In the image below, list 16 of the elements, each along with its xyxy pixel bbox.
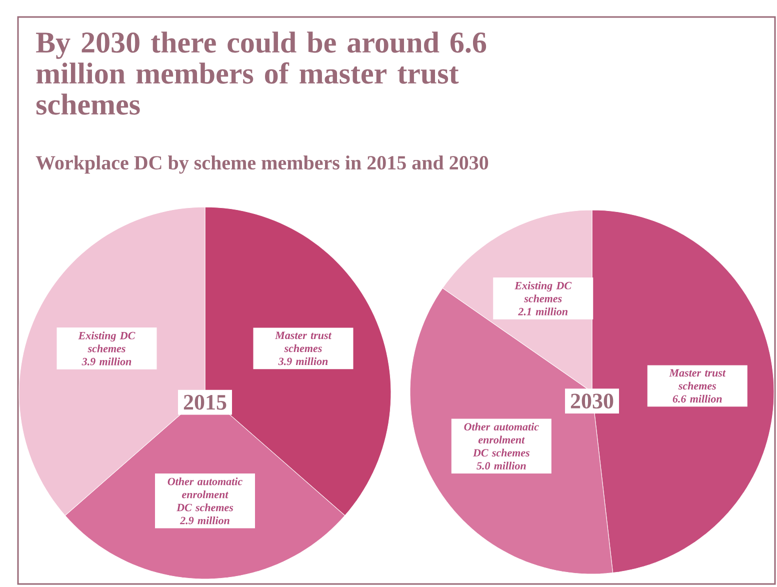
slice-label: Other automatic enrolment DC schemes [168,477,242,512]
slice-label: Master trust schemes [274,332,332,352]
slice-label: Master trust schemes [669,369,726,390]
text: 2030 [570,394,614,409]
data-label: 2.9 million [180,516,230,524]
slice-label: Existing DC schemes [514,282,572,302]
data-label: 6.6 million [672,394,722,403]
text: 2015 [184,394,226,410]
slice-label: Other automatic enrolment DC schemes [464,422,539,457]
data-label: 5.0 million [476,462,526,470]
data-label: 2.1 million [518,308,568,316]
slice-label: Existing DC schemes [78,332,136,352]
chart-subtitle: Workplace DC by scheme members in 2015 and 2030 [36,155,488,174]
data-label: 3.9 million [82,358,132,366]
chart-title: By 2030 there could be around 6.6 million members of master trust schemes [36,32,486,115]
data-label: 3.9 million [278,357,328,366]
